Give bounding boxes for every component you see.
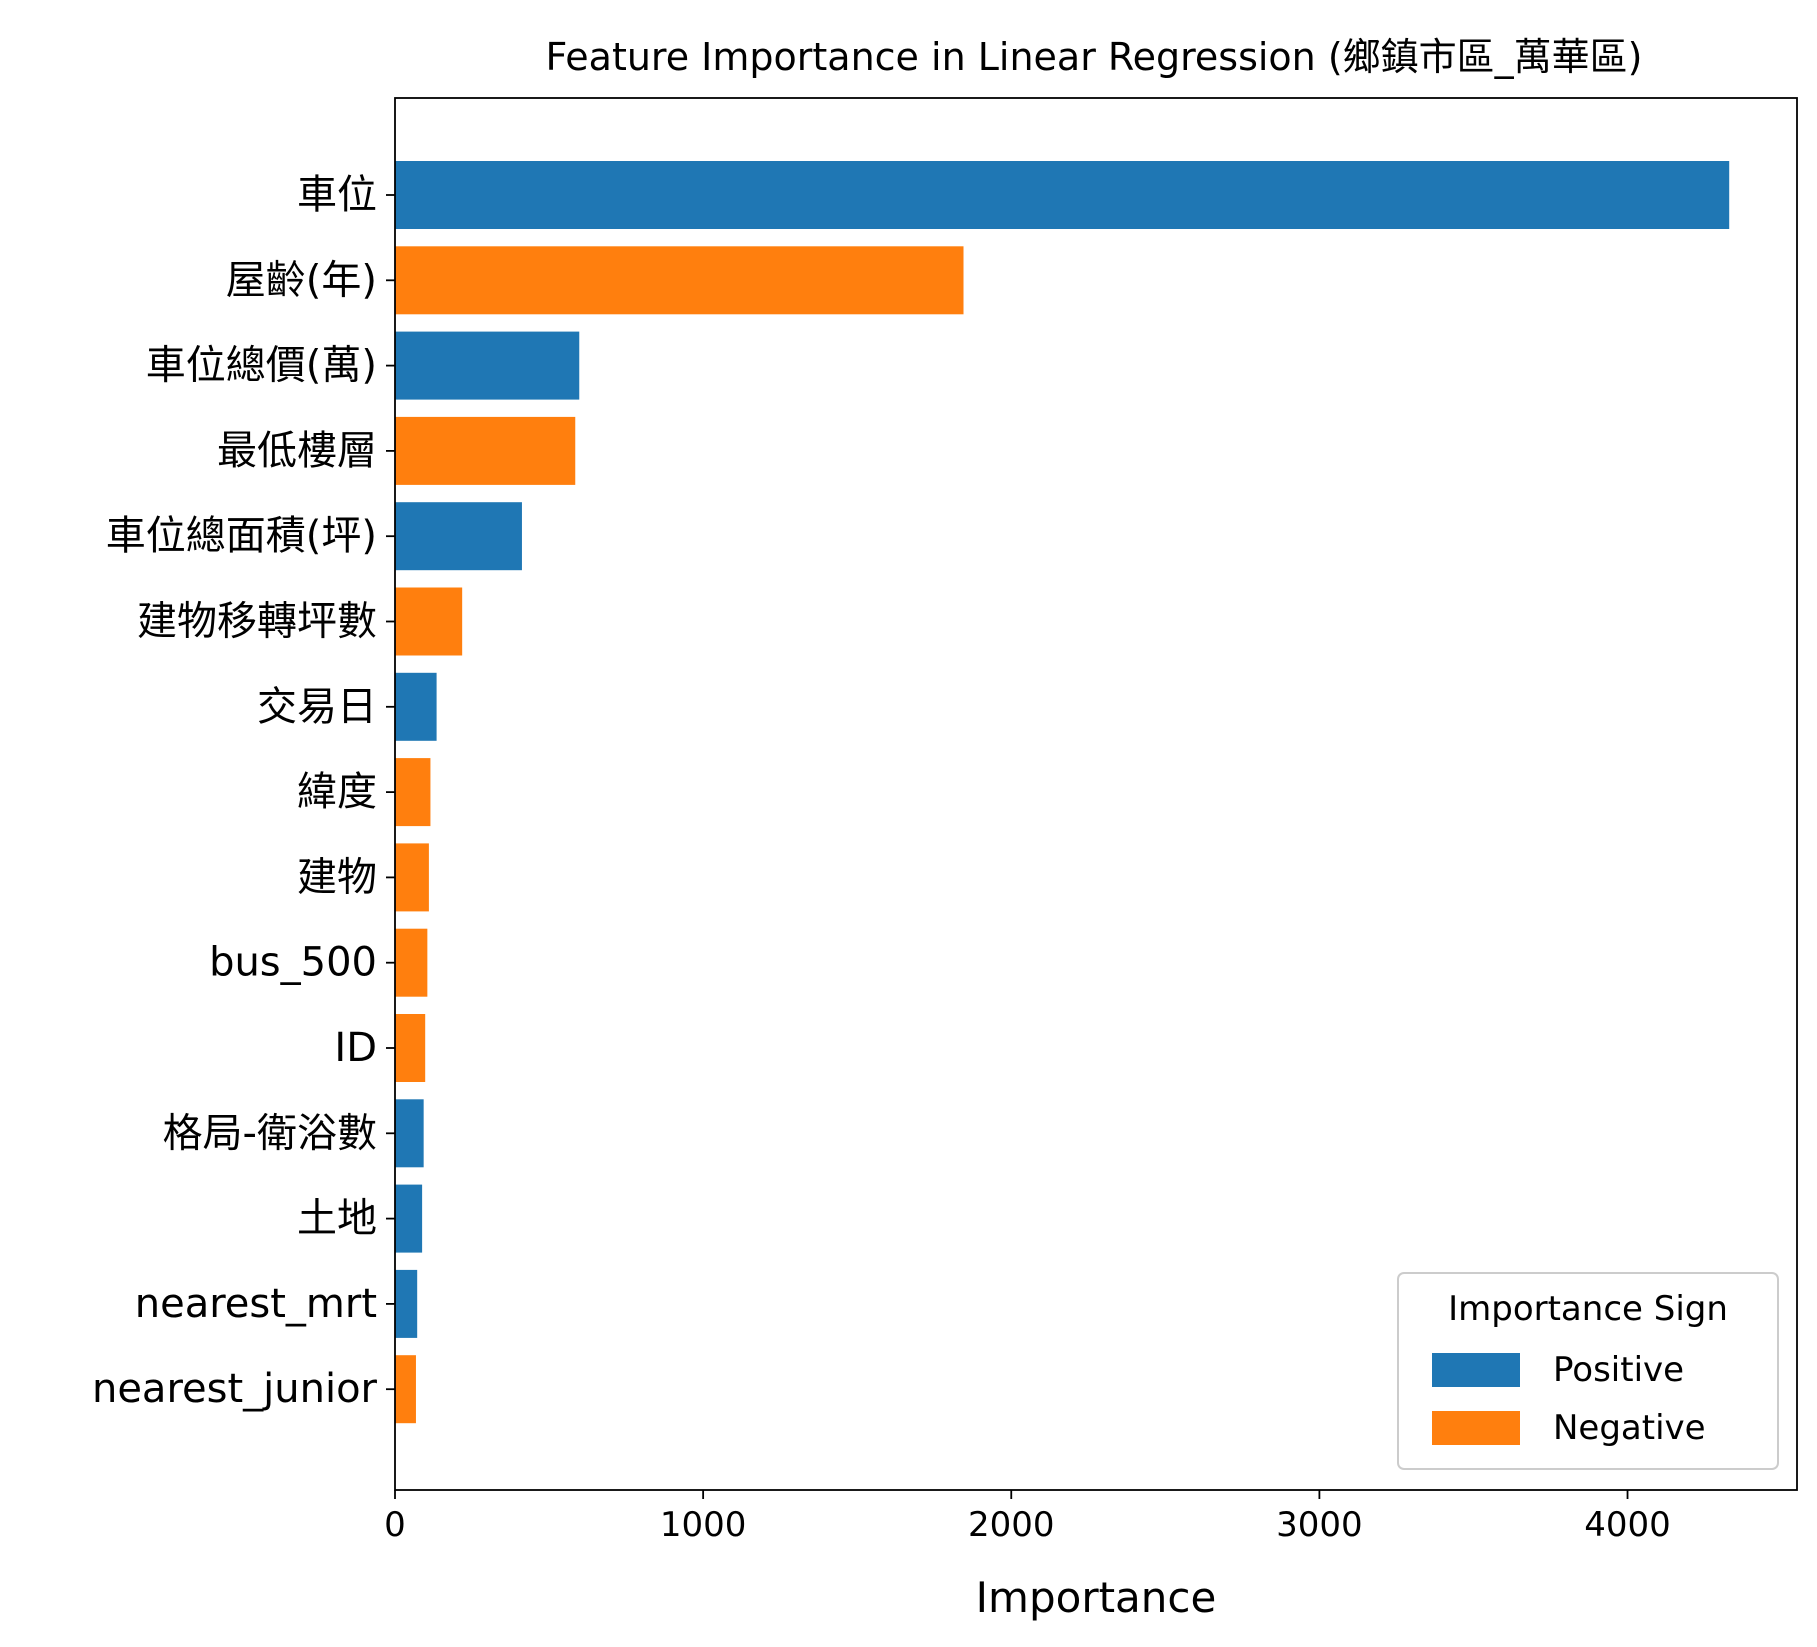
plot-frame [394,97,1798,1491]
y-tick-label: 建物移轉坪數 [137,599,377,645]
y-tick-label: bus_500 [209,940,377,986]
bar-8 [395,843,429,912]
y-tick-label: nearest_mrt [135,1281,377,1327]
y-tick-label: nearest_junior [92,1366,378,1412]
bar-0 [395,161,1730,229]
bar-3 [395,416,576,485]
bar-4 [395,502,522,571]
y-tick-label: 格局-衛浴數 [163,1110,377,1156]
y-tick-label: 交易日 [257,684,377,730]
x-axis-label: Importance [976,1573,1217,1622]
y-tick-label: 屋齡(年) [226,257,377,303]
y-tick-label: 最低樓層 [217,428,377,474]
bar-2 [395,331,580,400]
bar-1 [395,246,964,315]
x-tick-label: 1000 [660,1505,747,1545]
bar-11 [395,1099,424,1168]
bar-13 [395,1269,418,1338]
x-tick-label: 0 [384,1505,406,1545]
bar-6 [395,672,437,741]
legend-label-negative: Negative [1553,1408,1706,1448]
bar-7 [395,758,431,827]
legend-swatch-positive [1432,1353,1520,1387]
legend-label-positive: Positive [1553,1350,1684,1390]
bar-12 [395,1184,423,1253]
legend-title: Importance Sign [1448,1289,1728,1329]
y-tick-label: 建物 [297,854,377,900]
legend-entries: Positive Negative [1432,1350,1706,1448]
x-tick-label: 3000 [1276,1505,1363,1545]
bar-5 [395,587,463,656]
y-tick-label: 車位總價(萬) [146,343,377,389]
x-tick-label: 4000 [1584,1505,1671,1545]
bar-9 [395,928,428,997]
bars-layer [395,161,1730,1424]
y-tick-label: ID [334,1025,377,1071]
bar-14 [395,1355,416,1424]
legend-swatch-negative [1432,1411,1520,1445]
legend: Importance Sign Positive Negative [1397,1272,1779,1470]
bar-10 [395,1014,426,1082]
y-tick-label: 車位 [297,172,377,218]
y-tick-label: 土地 [297,1196,377,1242]
chart-title: Feature Importance in Linear Regression … [546,35,1643,79]
y-tick-label: 車位總面積(坪) [106,513,377,559]
x-tick-label: 2000 [968,1505,1055,1545]
y-tick-label: 緯度 [297,769,377,815]
